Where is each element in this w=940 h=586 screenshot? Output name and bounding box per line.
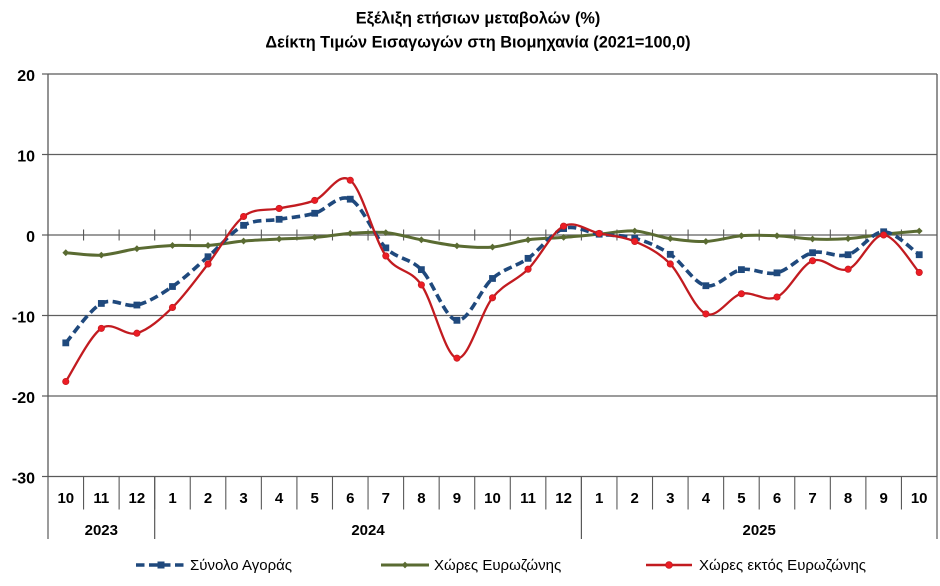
svg-text:5: 5 bbox=[311, 490, 319, 507]
svg-text:7: 7 bbox=[382, 490, 390, 507]
svg-text:2025: 2025 bbox=[743, 522, 776, 539]
svg-text:Σύνολο Αγοράς: Σύνολο Αγοράς bbox=[190, 557, 292, 574]
svg-text:12: 12 bbox=[129, 490, 146, 507]
svg-text:2023: 2023 bbox=[85, 522, 118, 539]
svg-text:2: 2 bbox=[204, 490, 212, 507]
svg-text:3: 3 bbox=[239, 490, 247, 507]
svg-text:10: 10 bbox=[57, 490, 74, 507]
svg-text:6: 6 bbox=[773, 490, 781, 507]
svg-text:11: 11 bbox=[93, 490, 109, 507]
svg-text:0: 0 bbox=[26, 229, 35, 246]
svg-text:-20: -20 bbox=[12, 390, 35, 407]
svg-text:4: 4 bbox=[275, 490, 284, 507]
svg-text:9: 9 bbox=[453, 490, 461, 507]
svg-text:11: 11 bbox=[520, 490, 536, 507]
svg-text:2024: 2024 bbox=[351, 522, 385, 539]
svg-text:Εξέλιξη ετήσιων μεταβολών (%): Εξέλιξη ετήσιων μεταβολών (%) bbox=[356, 10, 601, 28]
svg-text:8: 8 bbox=[417, 490, 425, 507]
svg-text:-10: -10 bbox=[12, 309, 35, 326]
svg-text:Χώρες Ευρωζώνης: Χώρες Ευρωζώνης bbox=[434, 557, 561, 574]
svg-text:1: 1 bbox=[168, 490, 176, 507]
svg-text:1: 1 bbox=[595, 490, 603, 507]
svg-text:8: 8 bbox=[844, 490, 852, 507]
svg-text:4: 4 bbox=[702, 490, 711, 507]
svg-text:6: 6 bbox=[346, 490, 354, 507]
svg-text:10: 10 bbox=[911, 490, 928, 507]
svg-text:10: 10 bbox=[484, 490, 501, 507]
svg-text:10: 10 bbox=[17, 148, 35, 165]
svg-text:Χώρες εκτός Ευρωζώνης: Χώρες εκτός Ευρωζώνης bbox=[699, 557, 866, 574]
svg-text:20: 20 bbox=[17, 68, 35, 85]
svg-text:5: 5 bbox=[737, 490, 745, 507]
svg-text:Δείκτη Τιμών Εισαγωγών στη Βιο: Δείκτη Τιμών Εισαγωγών στη Βιομηχανία (2… bbox=[265, 34, 690, 52]
svg-text:7: 7 bbox=[808, 490, 816, 507]
svg-text:2: 2 bbox=[631, 490, 639, 507]
svg-text:-30: -30 bbox=[12, 470, 35, 487]
svg-text:9: 9 bbox=[880, 490, 888, 507]
svg-text:12: 12 bbox=[555, 490, 572, 507]
svg-text:3: 3 bbox=[666, 490, 674, 507]
